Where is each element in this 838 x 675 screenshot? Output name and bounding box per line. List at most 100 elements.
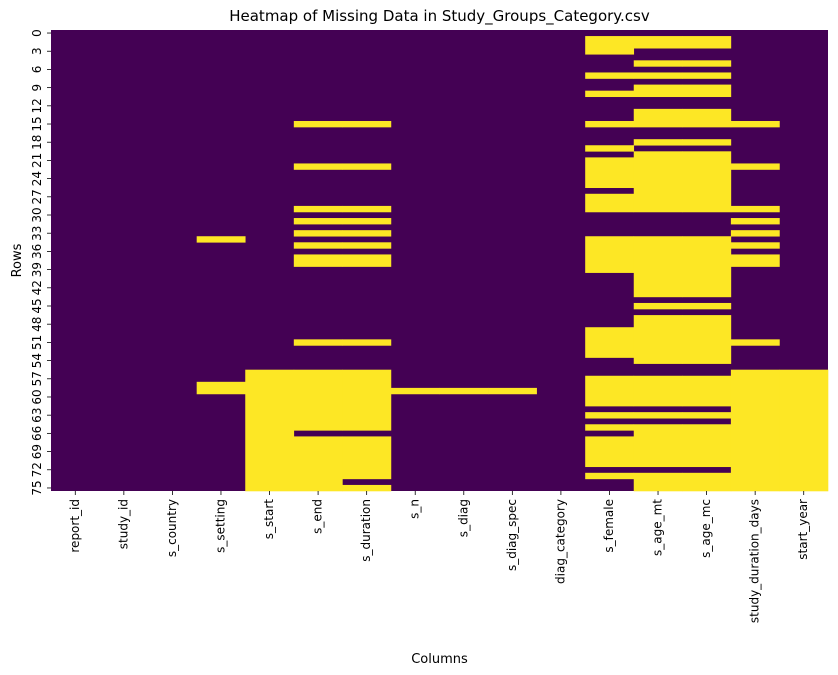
x-tick-label-s_age_mc: s_age_mc: [699, 499, 713, 558]
y-tick-label: 12: [30, 98, 44, 113]
missing-cell-study_duration_days: [730, 218, 780, 225]
missing-cell-s_female: [585, 90, 635, 98]
missing-cell-s_end: [293, 205, 343, 213]
missing-cell-s_duration: [342, 484, 392, 492]
missing-cell-s_duration: [342, 218, 392, 225]
missing-cell-s_duration: [342, 163, 392, 170]
y-tick-label: 9: [30, 84, 44, 92]
missing-cell-s_age_mc: [682, 151, 732, 213]
x-tick-label-s_age_mt: s_age_mt: [651, 499, 665, 556]
y-axis-label: Rows: [10, 243, 25, 277]
missing-cell-s_duration: [342, 369, 392, 431]
missing-cell-s_age_mt: [633, 84, 683, 98]
y-tick-label: 54: [30, 353, 44, 368]
missing-cell-s_age_mt: [633, 302, 683, 310]
missing-cell-s_age_mc: [682, 472, 732, 492]
x-tick-label-study_duration_days: study_duration_days: [748, 499, 762, 623]
missing-cell-s_age_mt: [633, 412, 683, 419]
x-tick-label-s_diag_spec: s_diag_spec: [505, 499, 519, 571]
missing-cell-study_duration_days: [730, 205, 780, 213]
x-tick-label-study_id: study_id: [116, 499, 130, 549]
x-tick-label-s_duration: s_duration: [359, 499, 373, 562]
x-tick-label-s_country: s_country: [165, 499, 179, 557]
x-axis-ticks: report_id study_id s_country s_setting s_sta…: [68, 491, 810, 623]
x-tick-label-s_n: s_n: [408, 499, 422, 519]
missing-cell-s_diag_spec: [488, 387, 537, 395]
missing-cell-s_end: [293, 436, 343, 492]
missing-cell-s_end: [293, 339, 343, 346]
missing-cell-s_diag: [439, 387, 489, 395]
y-tick-label: 45: [30, 298, 44, 313]
missing-cell-s_age_mt: [633, 72, 683, 79]
missing-cell-s_female: [585, 327, 635, 358]
y-tick-label: 27: [30, 189, 44, 204]
x-tick-label-s_start: s_start: [262, 499, 276, 539]
y-tick-label: 69: [30, 444, 44, 459]
missing-cell-s_female: [585, 236, 635, 273]
missing-cell-s_female: [585, 436, 635, 468]
missing-cell-s_age_mt: [633, 36, 683, 49]
missing-cell-s_age_mc: [682, 108, 732, 128]
missing-cell-s_age_mt: [633, 108, 683, 128]
x-axis-label: Columns: [411, 652, 468, 667]
missing-cell-s_age_mt: [633, 375, 683, 407]
missing-cell-study_duration_days: [730, 120, 780, 128]
missing-cell-s_duration: [342, 436, 392, 480]
missing-cell-start_year: [779, 369, 829, 492]
missing-cell-s_duration: [342, 205, 392, 213]
y-tick-label: 39: [30, 262, 44, 277]
y-tick-label: 33: [30, 226, 44, 241]
missing-cell-s_setting: [196, 381, 246, 395]
x-tick-label-s_diag: s_diag: [456, 499, 470, 537]
x-tick-label-diag_category: diag_category: [553, 499, 567, 584]
missing-cell-study_duration_days: [730, 230, 780, 237]
heatmap-cells: [51, 30, 829, 492]
missing-cell-study_duration_days: [730, 369, 780, 492]
x-tick-label-s_female: s_female: [602, 499, 616, 553]
y-tick-label: 24: [30, 171, 44, 186]
missing-cell-s_duration: [342, 230, 392, 237]
missing-cell-s_age_mc: [682, 236, 732, 298]
missing-cell-s_duration: [342, 120, 392, 128]
missing-cell-s_female: [585, 36, 635, 55]
missing-cell-study_duration_days: [730, 163, 780, 170]
missing-cell-s_female: [585, 193, 635, 213]
y-tick-label: 18: [30, 135, 44, 150]
missing-cell-s_end: [293, 120, 343, 128]
y-tick-label: 15: [30, 116, 44, 131]
missing-cell-s_female: [585, 157, 635, 189]
y-tick-label: 36: [30, 244, 44, 259]
y-tick-label: 3: [30, 47, 44, 55]
x-tick-label-s_end: s_end: [311, 499, 325, 534]
missing-cell-s_female: [585, 412, 635, 419]
missing-cell-s_duration: [342, 254, 392, 267]
y-tick-label: 63: [30, 408, 44, 423]
y-tick-label: 51: [30, 335, 44, 350]
missing-cell-study_duration_days: [730, 242, 780, 249]
missing-cell-s_age_mc: [682, 84, 732, 98]
x-tick-label-start_year: start_year: [796, 499, 810, 560]
y-tick-label: 6: [30, 66, 44, 74]
missing-cell-s_age_mc: [682, 302, 732, 310]
missing-cell-s_female: [585, 375, 635, 407]
x-tick-label-report_id: report_id: [68, 499, 82, 553]
missing-cell-s_duration: [342, 242, 392, 249]
y-tick-label: 21: [30, 153, 44, 168]
missing-cell-s_end: [293, 218, 343, 225]
missing-cell-s_female: [585, 120, 635, 128]
missing-cell-study_duration_days: [730, 254, 780, 267]
missing-cell-s_female: [585, 472, 635, 480]
missing-cell-s_age_mc: [682, 375, 732, 407]
missing-cell-s_end: [293, 254, 343, 267]
missing-cell-s_end: [293, 242, 343, 249]
missing-cell-s_age_mc: [682, 60, 732, 67]
y-tick-label: 48: [30, 317, 44, 332]
chart-title: Heatmap of Missing Data in Study_Groups_…: [229, 7, 650, 26]
missing-cell-s_age_mt: [633, 60, 683, 67]
missing-cell-s_age_mt: [633, 424, 683, 468]
missing-cell-s_age_mc: [682, 412, 732, 419]
missing-cell-study_duration_days: [730, 339, 780, 346]
missing-cell-s_age_mt: [633, 315, 683, 364]
missing-cell-s_start: [245, 369, 295, 492]
